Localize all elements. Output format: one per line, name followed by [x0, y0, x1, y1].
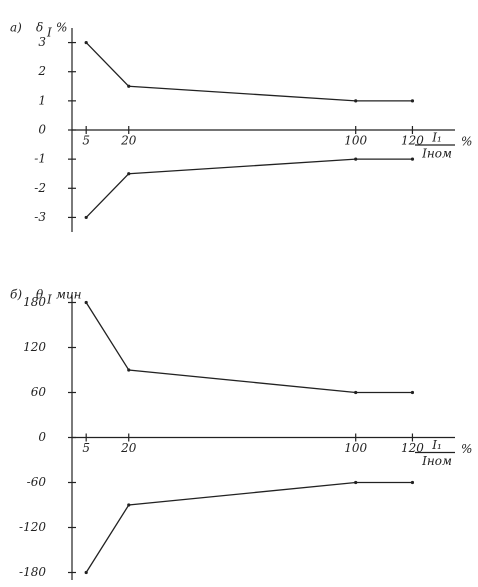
y-label: δ	[36, 21, 43, 35]
y-tick-label: 180	[23, 295, 46, 309]
y-unit: %	[56, 21, 67, 35]
x-unit: %	[461, 135, 472, 149]
point	[410, 157, 415, 161]
series-line	[85, 481, 413, 573]
x-tick-label: 100	[344, 134, 367, 148]
point	[354, 390, 358, 395]
point	[127, 172, 131, 176]
y-tick-label: -120	[19, 520, 46, 534]
point	[354, 480, 358, 485]
point	[127, 368, 131, 372]
y-label: θ	[36, 288, 44, 302]
point	[410, 390, 415, 395]
x-tick-label: 5	[82, 134, 90, 148]
y-tick-label: 0	[38, 430, 46, 444]
y-tick-label: -1	[34, 152, 46, 166]
y-tick-label: -3	[34, 210, 46, 224]
y-tick-label: -60	[27, 475, 47, 489]
point	[410, 480, 415, 485]
series-line	[85, 158, 413, 218]
point	[127, 503, 131, 507]
panel-label: а)	[10, 21, 22, 35]
y-tick-label: -2	[34, 181, 46, 195]
x-tick-label: 120	[401, 441, 424, 455]
point	[410, 99, 415, 103]
y-label-sub: I	[46, 26, 52, 40]
x-label-den: Iном	[421, 454, 452, 468]
x-tick-label: 100	[344, 441, 367, 455]
y-tick-label: 1	[38, 93, 46, 107]
panel-label: б)	[10, 288, 22, 302]
x-label-num: I₁	[431, 131, 442, 145]
y-tick-label: -180	[19, 565, 46, 579]
y-unit: мин	[56, 288, 82, 302]
x-label-num: I₁	[431, 438, 442, 452]
x-label-den: Iном	[421, 147, 452, 161]
point	[354, 99, 358, 103]
point	[127, 84, 131, 88]
y-tick-label: 3	[38, 35, 46, 49]
point	[84, 40, 88, 45]
x-unit: %	[461, 442, 472, 456]
y-tick-label: 120	[23, 340, 46, 354]
series-line	[85, 302, 413, 394]
x-tick-label: 5	[82, 441, 90, 455]
x-tick-label: 20	[120, 441, 137, 455]
x-tick-label: 20	[120, 134, 137, 148]
y-label-sub: I	[46, 293, 52, 307]
y-tick-label: 0	[38, 123, 46, 137]
point	[84, 215, 88, 220]
point	[354, 157, 358, 161]
point	[84, 300, 88, 305]
y-tick-label: 60	[31, 385, 47, 399]
series-line	[85, 42, 413, 102]
y-tick-label: 2	[37, 64, 46, 78]
x-tick-label: 120	[401, 134, 424, 148]
point	[84, 570, 88, 575]
